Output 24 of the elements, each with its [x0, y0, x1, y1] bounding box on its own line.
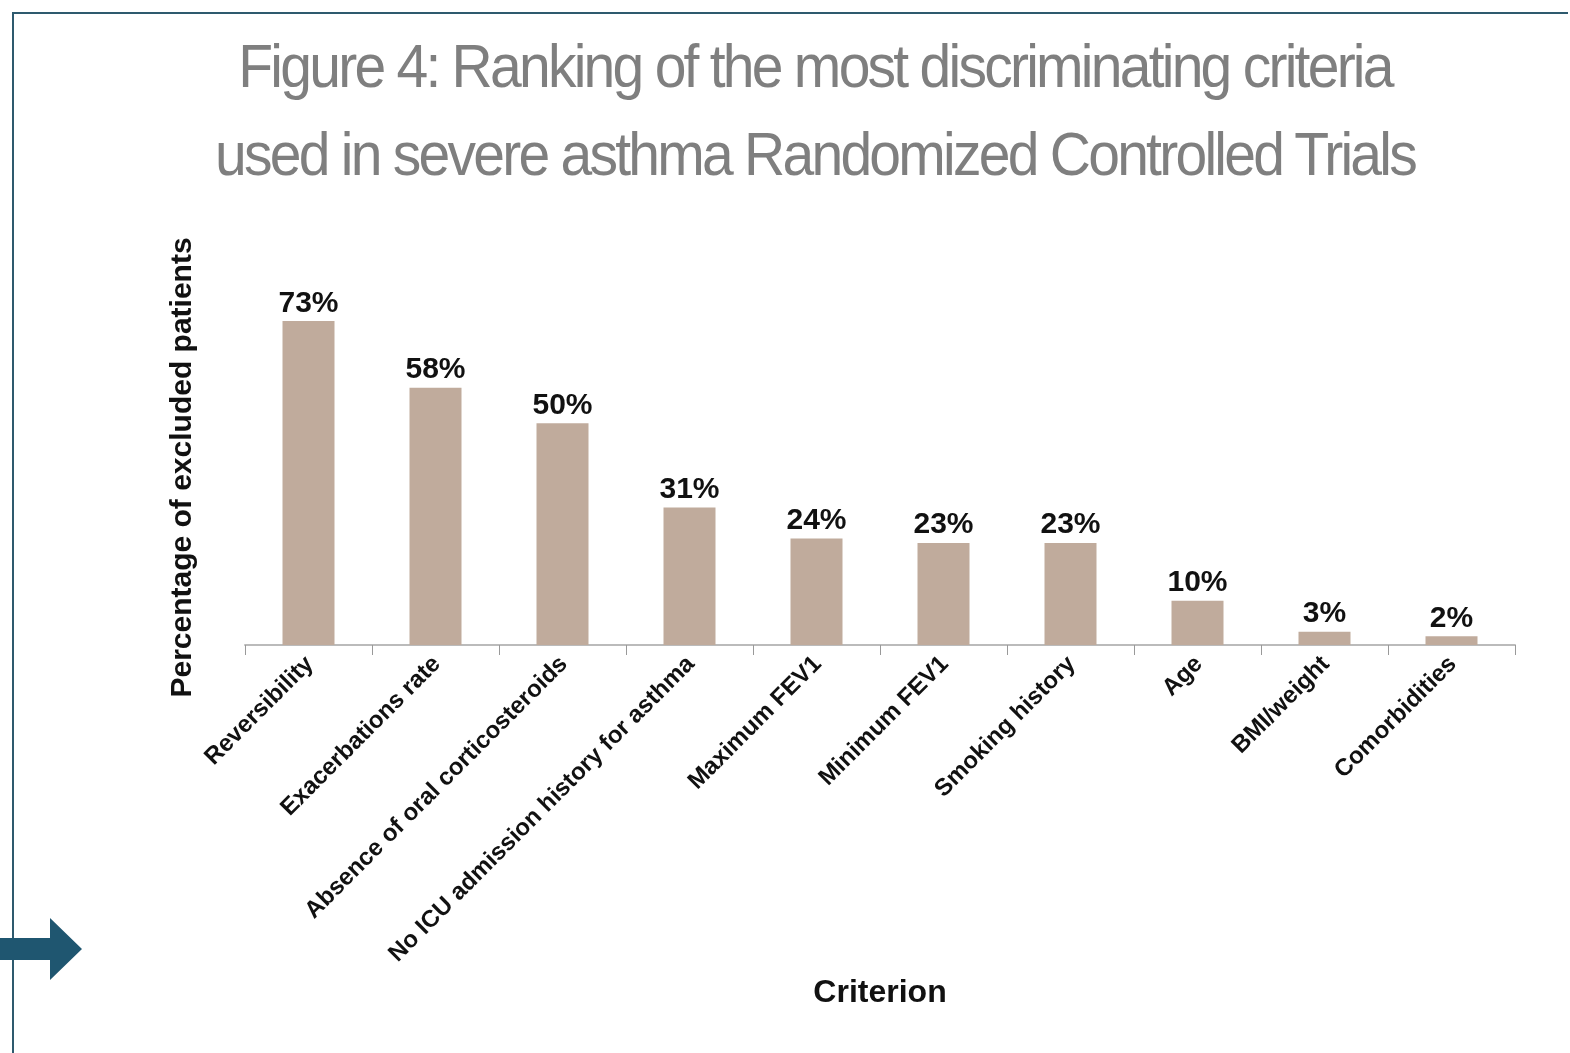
data-label: 10% — [1167, 564, 1228, 598]
bar — [1425, 636, 1478, 645]
bar — [1171, 600, 1224, 645]
bar — [409, 387, 462, 645]
data-label: 24% — [786, 502, 847, 535]
y-axis-title: Percentage of excluded patients — [163, 237, 197, 698]
data-label: 23% — [1040, 506, 1101, 540]
x-tick-label: Age — [1155, 649, 1208, 701]
data-label: 23% — [913, 506, 974, 540]
data-label: 50% — [532, 386, 593, 420]
data-label: 3% — [1302, 595, 1347, 629]
bar — [1044, 542, 1097, 645]
bar — [536, 423, 589, 645]
data-label: 31% — [659, 470, 720, 504]
data-label: 2% — [1429, 599, 1474, 633]
bar — [790, 538, 843, 645]
data-label: 73% — [278, 284, 339, 318]
bar — [663, 507, 716, 645]
x-axis-title: Criterion — [813, 973, 947, 1009]
bar — [1298, 631, 1351, 645]
chart-title: Figure 4: Ranking of the most discriminating criteria used in severe asthma Randomized Controlled Trials — [214, 30, 1417, 190]
bar — [282, 321, 335, 645]
data-label: 58% — [405, 351, 466, 385]
bar — [917, 542, 970, 645]
